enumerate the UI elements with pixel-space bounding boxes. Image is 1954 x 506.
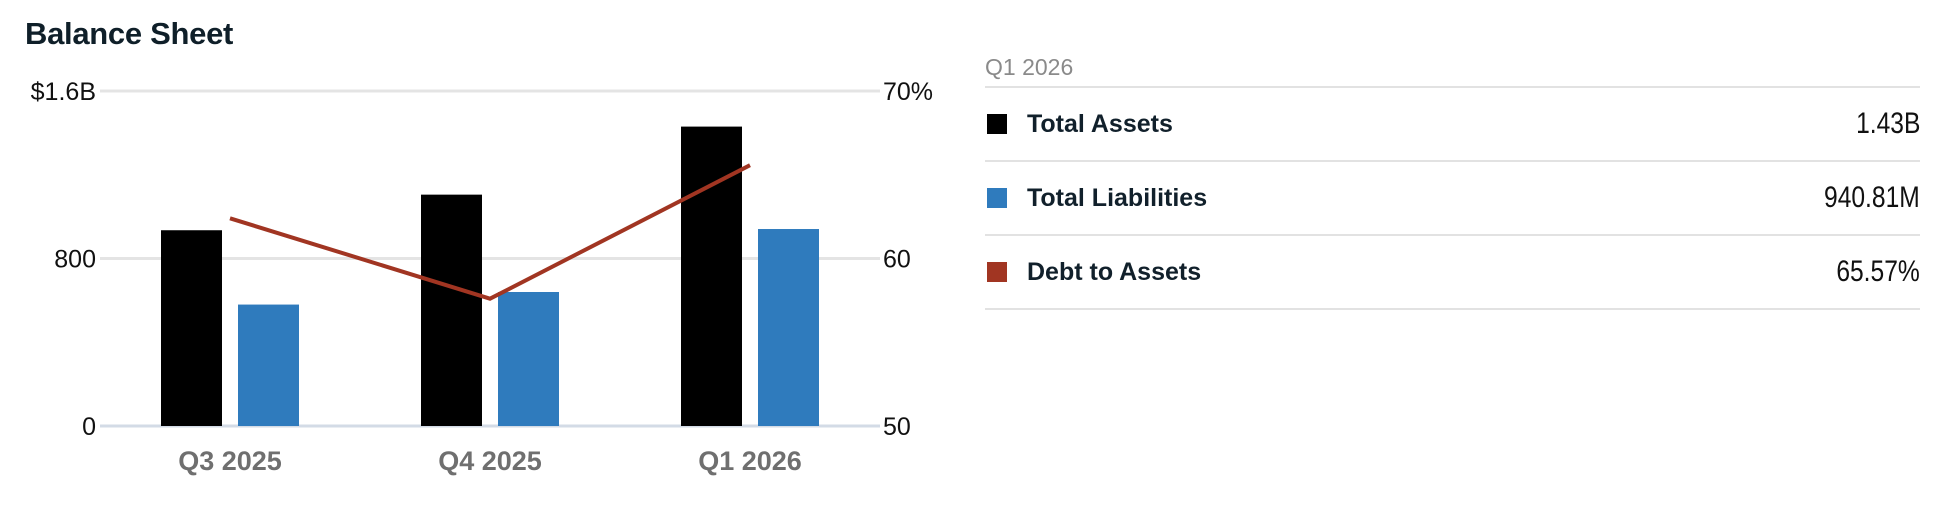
legend-row-debt-to-assets: Debt to Assets 65.57% [985, 234, 1920, 310]
grid-lines [100, 89, 880, 428]
legend-period: Q1 2026 [985, 54, 1074, 80]
chart-title: Balance Sheet [25, 16, 234, 51]
legend-row-total-assets: Total Assets 1.43B [985, 86, 1920, 160]
total-liabilities-swatch [987, 188, 1007, 208]
legend-row-total-liabilities: Total Liabilities 940.81M [985, 160, 1920, 234]
x-tick-label: Q4 2025 [438, 446, 542, 476]
bar-total-assets [161, 230, 222, 426]
y-left-tick-label: $1.6B [31, 78, 96, 106]
y-left-tick-label: 800 [54, 246, 96, 274]
bar-total-liabilities [498, 292, 559, 426]
legend-label: Total Liabilities [1027, 183, 1208, 212]
legend-value: 940.81M [1824, 181, 1920, 214]
x-tick-label: Q1 2026 [698, 446, 802, 476]
bars [161, 126, 819, 426]
y-left-tick-label: 0 [82, 413, 96, 441]
debt-to-assets-swatch [987, 262, 1007, 282]
bar-total-assets [421, 194, 482, 426]
y-right-tick-label: 50 [883, 413, 911, 441]
bar-total-liabilities [758, 229, 819, 426]
balance-sheet-chart: 0 800 $1.6B 50 60 70% Q3 2025 Q4 2025 Q1 2026 [31, 78, 933, 476]
bar-total-assets [681, 126, 742, 426]
debt-to-assets-line [229, 163, 751, 301]
legend-label: Total Assets [1027, 109, 1173, 138]
total-assets-swatch [987, 114, 1007, 134]
line-debt-to-assets [229, 163, 751, 301]
legend-value: 65.57% [1836, 255, 1920, 288]
axes: 0 800 $1.6B 50 60 70% Q3 2025 Q4 2025 Q1 2026 [31, 78, 933, 476]
y-right-tick-label: 70% [883, 78, 933, 106]
y-right-tick-label: 60 [883, 246, 911, 274]
bar-total-liabilities [238, 304, 299, 426]
x-tick-label: Q3 2025 [178, 446, 282, 476]
legend-value: 1.43B [1855, 107, 1920, 140]
legend-label: Debt to Assets [1027, 257, 1202, 286]
legend-panel: Q1 2026 Total Assets 1.43B Total Liabili… [985, 48, 1920, 310]
